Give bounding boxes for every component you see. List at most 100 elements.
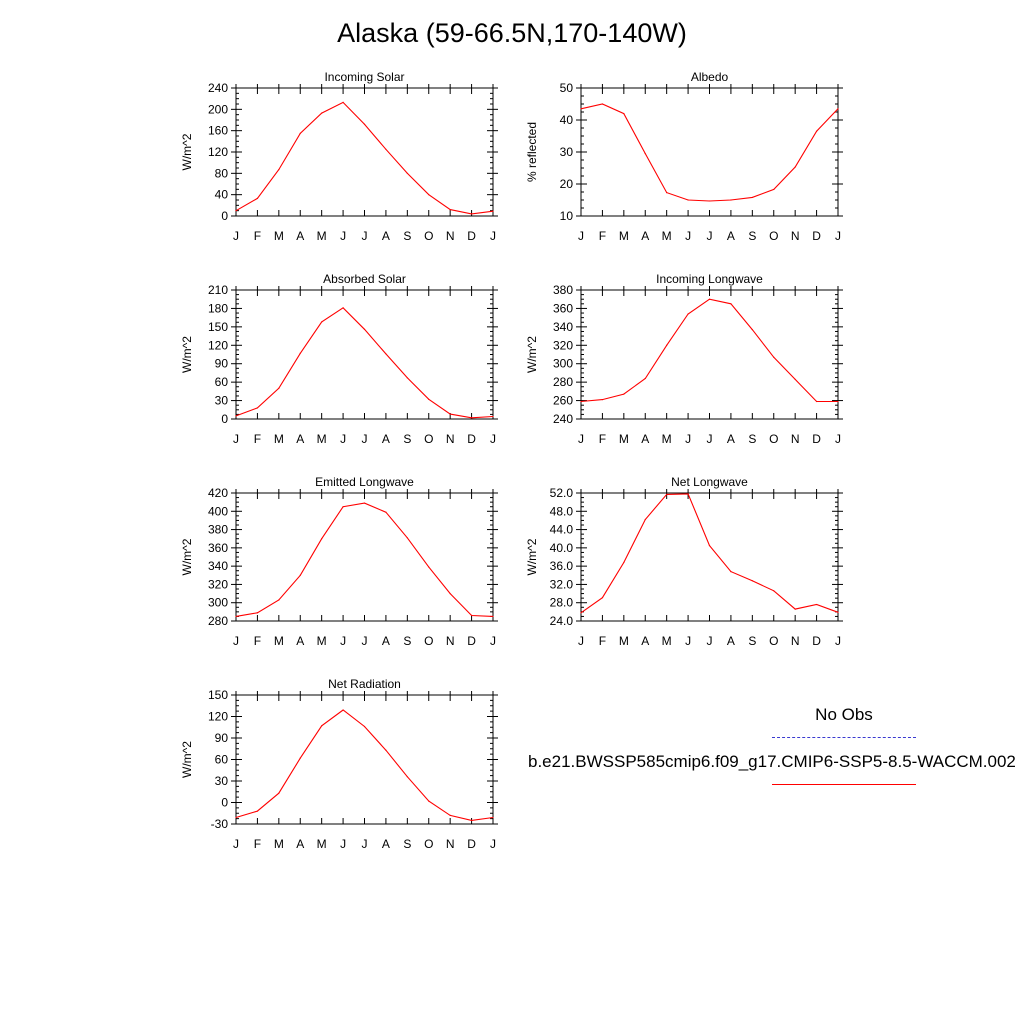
x-tick-label: S — [403, 432, 411, 446]
x-tick-label: J — [707, 229, 713, 243]
x-tick-label: J — [578, 432, 584, 446]
x-tick-label: M — [619, 634, 629, 648]
panel-title: Emitted Longwave — [315, 475, 414, 489]
legend-obs-line — [772, 737, 916, 738]
data-point — [751, 196, 753, 199]
y-tick-label: 280 — [553, 375, 573, 389]
data-point — [406, 172, 408, 174]
data-point — [730, 571, 732, 573]
data-point — [449, 209, 451, 211]
data-point — [492, 210, 494, 212]
data-point — [815, 603, 818, 606]
y-tick-label: 240 — [208, 81, 228, 95]
x-tick-label: J — [490, 837, 496, 851]
x-tick-label: S — [403, 634, 411, 648]
x-tick-label: D — [467, 229, 476, 243]
plot-frame — [580, 87, 839, 217]
data-point — [794, 378, 796, 380]
data-point — [385, 148, 387, 150]
x-tick-label: A — [727, 634, 735, 648]
data-point — [730, 199, 732, 201]
data-point — [601, 597, 604, 599]
x-tick-label: A — [727, 432, 735, 446]
data-point — [428, 398, 430, 400]
x-tick-label: J — [685, 229, 691, 243]
data-point — [470, 417, 473, 419]
series-line — [235, 307, 494, 419]
x-tick-label: F — [599, 634, 606, 648]
data-point — [235, 816, 237, 819]
x-tick-label: A — [641, 634, 649, 648]
x-tick-label: A — [382, 837, 390, 851]
plot-frame — [235, 87, 494, 217]
data-point — [278, 169, 280, 171]
x-tick-label: S — [403, 229, 411, 243]
data-point — [773, 356, 775, 358]
x-tick-label: D — [467, 432, 476, 446]
y-tick-label: 20 — [560, 177, 574, 191]
data-point — [751, 580, 753, 582]
data-point — [623, 561, 625, 564]
data-point — [256, 612, 259, 614]
y-tick-label: 150 — [208, 320, 228, 334]
plot-frame — [580, 289, 839, 420]
panel-title: Incoming Longwave — [656, 272, 763, 286]
x-tick-label: J — [685, 634, 691, 648]
x-tick-label: S — [748, 432, 756, 446]
x-tick-label: M — [317, 229, 327, 243]
y-tick-label: 160 — [208, 124, 228, 138]
y-tick-label: 50 — [560, 81, 574, 95]
y-tick-label: 60 — [215, 375, 229, 389]
data-point — [623, 113, 625, 115]
x-tick-label: J — [707, 432, 713, 446]
data-point — [644, 518, 646, 521]
x-tick-label: J — [490, 634, 496, 648]
data-point — [687, 313, 689, 315]
data-point — [644, 153, 646, 155]
data-point — [363, 328, 366, 330]
x-tick-label: J — [340, 229, 346, 243]
y-tick-label: 10 — [560, 209, 574, 223]
data-point — [256, 810, 259, 812]
data-point — [492, 816, 494, 819]
data-point — [623, 393, 625, 395]
panel-title: Incoming Solar — [324, 70, 404, 84]
x-tick-label: N — [791, 634, 800, 648]
page-title: Alaska (59-66.5N,170-140W) — [337, 18, 687, 48]
x-tick-label: A — [296, 229, 304, 243]
data-point — [815, 400, 818, 403]
data-point — [470, 213, 473, 215]
y-tick-label: 340 — [553, 320, 573, 334]
y-axis-label: W/m^2 — [525, 538, 539, 575]
y-tick-label: 30 — [215, 774, 229, 788]
x-tick-label: N — [446, 634, 455, 648]
x-tick-label: S — [748, 229, 756, 243]
y-tick-label: 32.0 — [550, 577, 574, 591]
y-tick-label: 44.0 — [550, 523, 574, 537]
data-point — [601, 399, 604, 401]
y-tick-label: 120 — [208, 145, 228, 159]
y-tick-label: 260 — [553, 394, 573, 408]
data-point — [235, 615, 237, 618]
y-tick-label: -30 — [211, 817, 229, 831]
y-tick-label: 40 — [215, 188, 229, 202]
y-tick-label: 0 — [221, 209, 228, 223]
data-point — [342, 709, 344, 711]
x-tick-label: N — [791, 432, 800, 446]
x-tick-label: M — [317, 837, 327, 851]
data-point — [299, 757, 301, 759]
x-tick-label: N — [791, 229, 800, 243]
data-point — [449, 413, 451, 415]
x-tick-label: N — [446, 229, 455, 243]
panel-title: Net Radiation — [328, 677, 401, 691]
x-tick-label: S — [403, 837, 411, 851]
y-axis-label: W/m^2 — [180, 336, 194, 373]
x-tick-label: A — [382, 634, 390, 648]
x-tick-label: M — [662, 432, 672, 446]
y-tick-label: 280 — [208, 614, 228, 628]
data-point — [385, 353, 387, 355]
x-tick-label: J — [835, 229, 841, 243]
